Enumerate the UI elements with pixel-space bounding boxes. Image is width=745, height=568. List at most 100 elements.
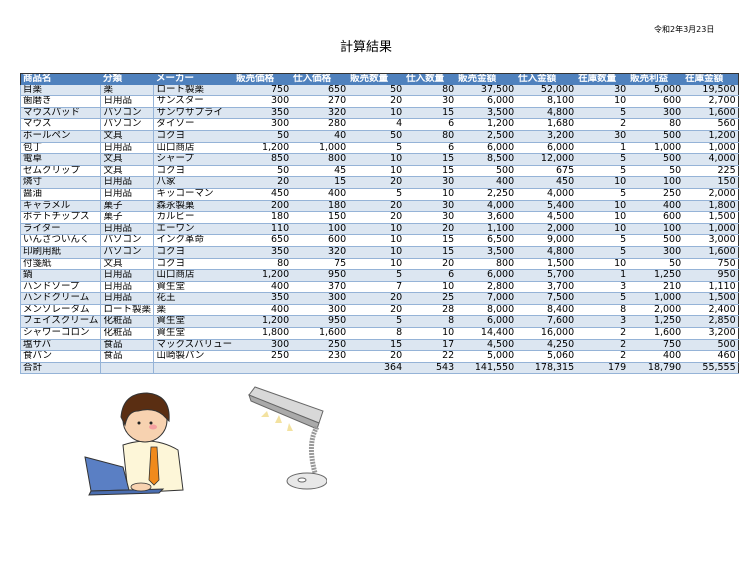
table-cell[interactable]: 4,800 [516, 107, 577, 120]
table-cell[interactable]: 印刷用紙 [19, 246, 101, 259]
table-cell[interactable]: コクヨ [153, 246, 235, 259]
table-cell[interactable]: 20 [234, 176, 292, 189]
table-cell[interactable]: 5,000 [456, 350, 517, 363]
table-cell[interactable]: 文具 [100, 153, 154, 166]
table-cell[interactable]: 800 [291, 153, 349, 166]
table-cell[interactable]: 15 [404, 107, 457, 120]
table-cell[interactable]: 3,500 [456, 107, 517, 120]
table-cell[interactable]: 45 [291, 165, 349, 178]
table-cell[interactable]: 30 [404, 200, 457, 213]
table-cell[interactable]: 600 [628, 95, 684, 108]
table-cell[interactable]: 15 [404, 153, 457, 166]
table-cell[interactable]: 3,600 [456, 211, 517, 224]
table-cell[interactable]: 100 [628, 223, 684, 236]
table-cell[interactable]: 2,250 [456, 188, 517, 201]
table-cell[interactable]: 2,800 [456, 281, 517, 294]
table-cell[interactable]: 日用品 [100, 269, 154, 282]
table-cell[interactable]: 1,200 [234, 315, 292, 329]
table-cell[interactable]: 山崎製パン [153, 350, 235, 363]
table-cell[interactable]: 800 [456, 258, 517, 271]
table-cell[interactable]: 230 [291, 350, 349, 363]
table-cell[interactable]: 薬 [153, 304, 235, 317]
table-cell[interactable]: パソコン [100, 118, 154, 131]
table-cell[interactable]: 1,680 [516, 118, 577, 131]
table-cell[interactable]: 950 [291, 269, 349, 282]
table-cell[interactable]: 30 [576, 130, 629, 143]
table-cell[interactable]: 150 [683, 176, 739, 189]
table-cell[interactable]: 3 [576, 281, 629, 294]
table-cell[interactable]: ダイソー [153, 118, 235, 131]
table-cell[interactable]: カルビー [153, 211, 235, 224]
table-cell[interactable]: 資生堂 [153, 327, 235, 340]
table-cell[interactable]: 225 [683, 165, 739, 178]
table-cell[interactable]: 350 [234, 292, 292, 305]
table-cell[interactable]: 250 [234, 350, 292, 363]
table-cell[interactable]: 1,600 [683, 246, 739, 259]
table-cell[interactable]: 日用品 [100, 142, 154, 155]
table-cell[interactable]: パソコン [100, 246, 154, 259]
table-cell[interactable]: マウス [19, 118, 101, 131]
table-cell[interactable]: 560 [683, 118, 739, 131]
table-cell[interactable]: 2,000 [516, 223, 577, 236]
table-cell[interactable]: 400 [628, 200, 684, 213]
table-cell[interactable]: 300 [234, 339, 292, 352]
table-cell[interactable]: 20 [404, 258, 457, 271]
table-cell[interactable]: 菓子 [100, 200, 154, 213]
table-cell[interactable]: 10 [348, 234, 405, 247]
table-cell[interactable]: 3,000 [683, 234, 739, 247]
table-cell[interactable]: 200 [234, 200, 292, 213]
table-cell[interactable]: インク革命 [153, 234, 235, 247]
table-cell[interactable]: 650 [291, 84, 349, 97]
table-cell[interactable]: 1,800 [683, 200, 739, 213]
table-cell[interactable] [291, 362, 349, 375]
table-cell[interactable]: マウスパッド [19, 107, 101, 120]
table-cell[interactable]: 1,500 [683, 292, 739, 305]
table-cell[interactable]: 6 [404, 118, 457, 131]
table-cell[interactable]: 10 [348, 153, 405, 166]
table-cell[interactable]: コクヨ [153, 258, 235, 271]
table-cell[interactable]: 6,000 [456, 315, 517, 329]
table-cell[interactable]: 110 [234, 223, 292, 236]
table-cell[interactable]: 2 [576, 327, 629, 340]
table-cell[interactable]: 15 [404, 234, 457, 247]
table-cell[interactable]: 10 [576, 200, 629, 213]
table-cell[interactable]: 675 [516, 165, 577, 178]
table-cell[interactable]: 180 [234, 211, 292, 224]
table-cell[interactable]: 500 [628, 153, 684, 166]
table-cell[interactable]: 1,500 [516, 258, 577, 271]
table-cell[interactable]: 食品 [100, 339, 154, 352]
table-cell[interactable]: 2 [576, 350, 629, 363]
table-cell[interactable]: 包丁 [19, 142, 101, 155]
table-cell[interactable]: フェイスクリーム [19, 315, 101, 329]
table-cell[interactable]: 350 [234, 246, 292, 259]
table-cell[interactable]: 150 [291, 211, 349, 224]
table-cell[interactable]: パソコン [100, 107, 154, 120]
table-cell[interactable]: 1,200 [683, 130, 739, 143]
table-cell[interactable]: 電卓 [19, 153, 101, 166]
table-cell[interactable]: キッコーマン [153, 188, 235, 201]
table-cell[interactable]: 750 [628, 339, 684, 352]
table-cell[interactable]: 350 [234, 107, 292, 120]
table-cell[interactable]: 850 [234, 153, 292, 166]
table-cell[interactable]: 40 [291, 130, 349, 143]
table-cell[interactable]: 250 [291, 339, 349, 352]
table-cell[interactable]: 450 [516, 176, 577, 189]
table-cell[interactable]: 500 [456, 165, 517, 178]
table-cell[interactable]: 5,400 [516, 200, 577, 213]
table-cell[interactable]: ロート製薬 [100, 304, 154, 317]
table-cell[interactable]: 8,100 [516, 95, 577, 108]
table-cell[interactable]: 400 [234, 304, 292, 317]
table-cell[interactable]: 1,250 [628, 315, 684, 329]
table-cell[interactable]: 日用品 [100, 95, 154, 108]
table-cell[interactable]: 5 [576, 165, 629, 178]
table-cell[interactable]: シャワーコロン [19, 327, 101, 340]
table-cell[interactable]: ハンドクリーム [19, 292, 101, 305]
table-cell[interactable]: 10 [576, 223, 629, 236]
table-cell[interactable]: 6,000 [456, 269, 517, 282]
table-cell[interactable]: 55,555 [683, 362, 739, 375]
table-cell[interactable]: 4,250 [516, 339, 577, 352]
table-cell[interactable]: 1,500 [683, 211, 739, 224]
table-cell[interactable]: 八家 [153, 176, 235, 189]
table-cell[interactable]: 750 [234, 84, 292, 97]
table-cell[interactable]: 320 [291, 107, 349, 120]
